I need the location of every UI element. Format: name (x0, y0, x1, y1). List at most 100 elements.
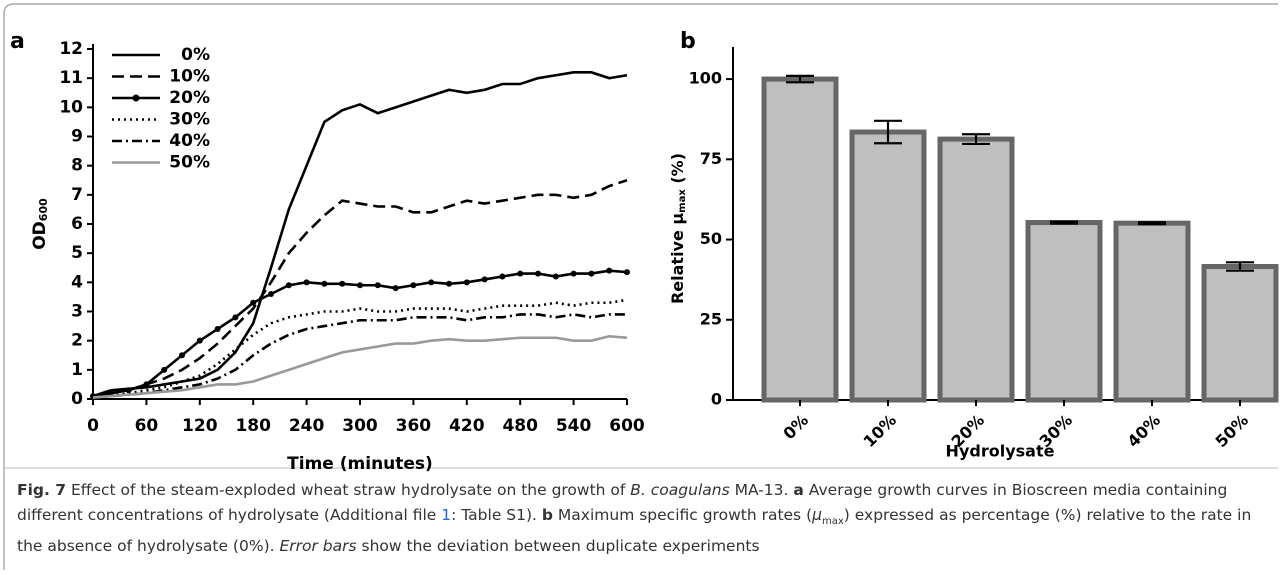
series-marker (161, 366, 168, 373)
y-tick-label: 8 (71, 156, 83, 176)
x-tick-label: 10% (859, 411, 900, 452)
x-tick-label: 60 (135, 416, 159, 436)
bar (1201, 264, 1279, 403)
caption-segment: MA-13. (729, 481, 794, 499)
caption-segment: : Table S1). (451, 506, 542, 524)
series-marker (606, 267, 613, 274)
caption-segment: Effect of the steam-exploded wheat straw… (66, 481, 631, 499)
series-marker (143, 381, 150, 388)
x-tick-label: 480 (502, 416, 538, 436)
caption-segment: Maximum specific growth rates ( (553, 506, 813, 524)
series-marker (179, 352, 185, 359)
series-marker (588, 270, 595, 277)
series-marker (285, 282, 292, 289)
caption-segment: μ (812, 506, 822, 524)
x-tick-label: 0 (87, 416, 99, 436)
x-tick-label: 420 (449, 416, 485, 436)
x-tick-label: 600 (609, 416, 645, 436)
y-tick-label: 12 (59, 39, 83, 59)
caption-segment: Average growth curves in Bioscreen media… (17, 481, 1228, 524)
error-bar (1138, 221, 1166, 226)
x-tick-label: 360 (396, 416, 432, 436)
series-line (92, 179, 628, 398)
series-marker (570, 270, 577, 277)
y-tick-label: 6 (71, 214, 83, 234)
x-tick-label: 540 (556, 416, 592, 436)
x-tick-label: 180 (235, 416, 271, 436)
series-marker (196, 337, 203, 344)
series-marker (535, 270, 541, 277)
series-marker (499, 273, 506, 280)
series-marker (410, 282, 417, 289)
series-marker (517, 270, 524, 277)
caption-segment: max (822, 516, 844, 528)
caption-segment: show the deviation between duplicate exp… (356, 537, 760, 556)
error-bar (874, 119, 902, 145)
series-line (92, 313, 627, 399)
x-tick-label: 120 (182, 416, 218, 436)
y-tick-label: 11 (59, 68, 83, 88)
legend-label: 0% (181, 45, 210, 65)
error-bar (1226, 261, 1254, 272)
series-line (92, 334, 628, 399)
series-marker (214, 326, 221, 332)
caption-segment: a (793, 481, 804, 499)
legend-label: 40% (169, 131, 210, 151)
caption-segment: Fig. 7 (17, 481, 67, 499)
y-tick-label: 100 (689, 69, 722, 88)
series-marker (303, 279, 310, 286)
y-tick-label: 1 (71, 360, 83, 380)
legend-label: 50% (169, 153, 210, 173)
panel-label: a (10, 29, 25, 54)
series-marker (268, 291, 274, 297)
caption-segment: Error bars (279, 537, 357, 556)
caption-segment: B. coagulans (630, 481, 730, 499)
bar (761, 76, 839, 403)
series-marker (624, 269, 630, 276)
bar (1025, 220, 1103, 403)
bar (937, 136, 1015, 403)
caption-segment: ) expressed as percentage (%) relative t… (17, 506, 1252, 556)
series-marker (463, 279, 470, 286)
series-marker (428, 279, 435, 286)
y-axis-label: Relative μmax (%) (668, 153, 689, 304)
series-marker (552, 273, 559, 280)
series-marker (374, 282, 381, 289)
series-marker (392, 285, 399, 292)
y-axis-label: OD600 (30, 198, 50, 250)
legend-label: 30% (169, 110, 210, 130)
bar (1113, 220, 1191, 403)
y-tick-label: 2 (71, 331, 83, 351)
y-tick-label: 75 (700, 149, 722, 168)
legend-label: 10% (169, 67, 210, 87)
y-axis-label-sub: max (677, 189, 688, 213)
y-tick-label: 0 (711, 390, 722, 409)
x-tick-label: 0% (779, 411, 812, 444)
series-marker (446, 280, 452, 287)
y-tick-label: 5 (71, 243, 83, 263)
y-axis-label-main: OD (30, 221, 50, 250)
series-marker (339, 280, 346, 287)
y-tick-label: 0 (71, 389, 83, 409)
x-tick-label: 240 (289, 416, 325, 436)
frame (3, 3, 1278, 570)
y-tick-label: 10 (59, 97, 83, 117)
y-axis-label-end: (%) (668, 153, 687, 189)
caption-segment[interactable]: 1 (441, 506, 452, 524)
bar (849, 129, 927, 403)
x-axis-label: Hydrolysate (946, 442, 1055, 461)
y-tick-label: 25 (700, 309, 722, 328)
y-tick-label: 7 (71, 185, 83, 205)
y-tick-label: 3 (71, 302, 83, 322)
series-marker (232, 314, 239, 321)
y-tick-label: 9 (71, 127, 83, 147)
x-tick-label: 30% (1035, 411, 1076, 452)
series-marker (250, 299, 257, 306)
error-bar (786, 74, 814, 84)
legend-label: 20% (169, 88, 210, 108)
series-marker (357, 282, 363, 289)
series-line (92, 269, 628, 398)
y-axis-label-sub: 600 (37, 198, 50, 221)
